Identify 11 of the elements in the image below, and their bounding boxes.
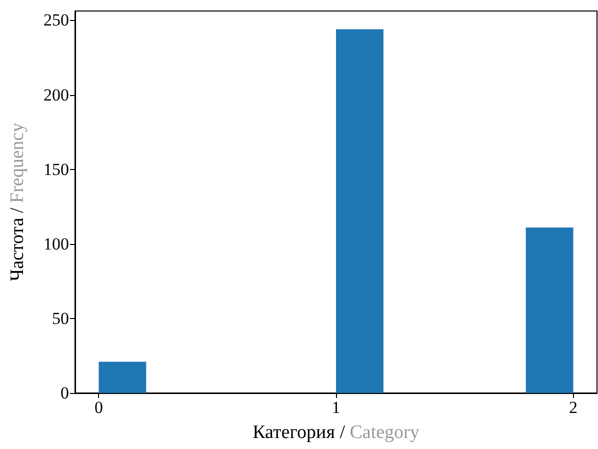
y-tick-label: 0 [60, 384, 69, 402]
x-axis-title: Категория / Category [252, 422, 420, 443]
y-tick-label: 250 [44, 10, 69, 30]
y-tick-label: 50 [52, 308, 69, 328]
x-tick-label: 0 [94, 398, 103, 417]
x-tick-label: 1 [332, 398, 340, 417]
y-tick-label: 100 [44, 234, 69, 254]
x-tick-label: 2 [569, 398, 578, 417]
y-tick-label: 150 [44, 160, 69, 179]
y-tick-label: 200 [44, 85, 69, 104]
y-axis-title: Частота / Frequency [7, 122, 28, 282]
